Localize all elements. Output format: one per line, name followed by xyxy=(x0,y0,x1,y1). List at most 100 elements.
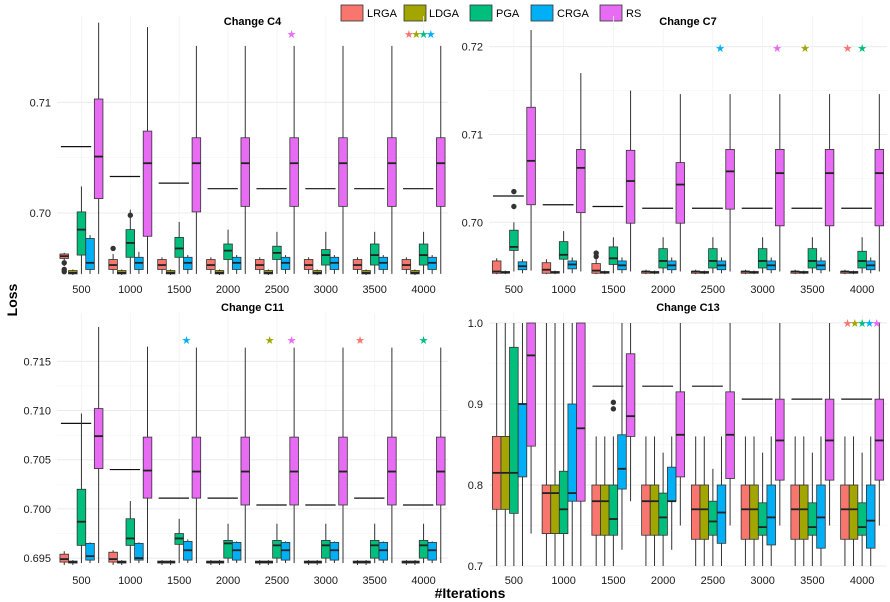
box-body xyxy=(542,263,551,274)
box-body xyxy=(436,138,445,207)
box-rs xyxy=(776,323,785,526)
box-pga xyxy=(77,414,86,564)
box-rs xyxy=(339,348,348,563)
box-body xyxy=(791,485,800,539)
box-crga xyxy=(618,257,627,273)
y-tick-label: 0.70 xyxy=(30,208,51,220)
outlier-point xyxy=(62,269,67,274)
x-tick-label: 4000 xyxy=(411,575,435,587)
box-lrga xyxy=(402,560,411,565)
box-body xyxy=(717,485,726,543)
box-lrga xyxy=(841,270,850,274)
box-rs xyxy=(726,94,735,271)
x-tick-label: 3000 xyxy=(750,284,774,296)
x-axis-title: #Iterations xyxy=(435,585,506,601)
y-tick-label: 0.7 xyxy=(468,561,483,573)
panel-3: Change C110.6950.7000.7050.7100.715500 10… xyxy=(23,302,448,587)
legend-label-pga: PGA xyxy=(496,8,520,20)
box-crga xyxy=(86,542,95,563)
box-body xyxy=(642,485,651,535)
box-body xyxy=(379,542,388,560)
box-body xyxy=(273,540,282,558)
legend-swatch-crga xyxy=(531,5,553,21)
box-ldga xyxy=(411,269,420,275)
box-body xyxy=(143,131,152,236)
box-lrga xyxy=(255,560,264,565)
box-body xyxy=(808,503,817,535)
box-lrga xyxy=(791,270,800,274)
x-tick-label: 1000 xyxy=(551,284,575,296)
x-tick-label: 500 xyxy=(72,575,90,587)
box-crga xyxy=(428,541,437,563)
box-pga xyxy=(273,232,282,274)
x-tick-label: 3000 xyxy=(314,575,338,587)
box-body xyxy=(290,138,299,207)
box-body xyxy=(776,149,785,225)
box-lrga xyxy=(492,258,501,274)
box-pga xyxy=(858,237,867,273)
box-body xyxy=(659,249,668,268)
box-body xyxy=(659,493,668,535)
panel-title: Change C7 xyxy=(659,16,716,28)
box-body xyxy=(86,543,95,560)
box-lrga xyxy=(60,253,69,275)
box-ldga xyxy=(411,560,420,565)
box-body xyxy=(577,149,586,212)
y-tick-label: 0.71 xyxy=(30,97,51,109)
box-body xyxy=(241,138,250,207)
x-tick-label: 3000 xyxy=(314,284,338,296)
box-ldga xyxy=(501,271,510,275)
box-body xyxy=(858,251,867,268)
box-body xyxy=(510,347,519,513)
y-tick-label: 0.8 xyxy=(468,480,483,492)
box-lrga xyxy=(402,257,411,274)
box-rs xyxy=(192,348,201,563)
box-body xyxy=(626,354,635,437)
y-tick-label: 0.9 xyxy=(468,399,483,411)
outlier-point xyxy=(511,204,516,209)
box-pga xyxy=(224,524,233,563)
y-tick-label: 0.695 xyxy=(23,553,51,565)
box-crga xyxy=(183,255,192,274)
box-body xyxy=(609,247,618,265)
significance-star: ★ xyxy=(265,335,275,347)
box-ldga xyxy=(650,271,659,275)
box-ldga xyxy=(799,271,808,275)
box-body xyxy=(618,435,627,489)
significance-star: ★ xyxy=(287,29,297,41)
legend-label-ldga: LDGA xyxy=(429,8,460,20)
box-pga xyxy=(77,186,86,273)
box-body xyxy=(875,149,884,225)
x-tick-label: 3500 xyxy=(362,284,386,296)
legend-item-rs: RS xyxy=(600,5,641,21)
box-body xyxy=(741,485,750,539)
box-body xyxy=(676,163,685,224)
box-lrga xyxy=(207,560,216,565)
y-tick-label: 0.705 xyxy=(23,455,51,467)
y-tick-label: 1.0 xyxy=(468,318,483,330)
box-body xyxy=(650,485,659,535)
box-ldga xyxy=(849,436,858,566)
box-rs xyxy=(626,323,635,501)
box-ldga xyxy=(501,323,510,566)
box-body xyxy=(232,542,241,560)
box-body xyxy=(592,264,601,274)
box-crga xyxy=(281,255,290,274)
box-body xyxy=(758,503,767,535)
significance-star: ★ xyxy=(843,43,853,55)
x-tick-label: 2000 xyxy=(651,575,675,587)
box-ldga xyxy=(551,271,560,275)
box-pga xyxy=(559,231,568,273)
box-ldga xyxy=(166,269,175,275)
box-ldga xyxy=(750,436,759,566)
significance-star: ★ xyxy=(355,335,365,347)
panel-title: Change C4 xyxy=(224,16,282,28)
x-tick-label: 1000 xyxy=(118,284,142,296)
y-tick-label: 0.710 xyxy=(23,406,51,418)
box-body xyxy=(866,485,875,548)
box-body xyxy=(370,540,379,558)
box-body xyxy=(126,519,135,546)
box-crga xyxy=(86,235,95,274)
box-lrga xyxy=(791,436,800,566)
outlier-point xyxy=(611,406,616,411)
